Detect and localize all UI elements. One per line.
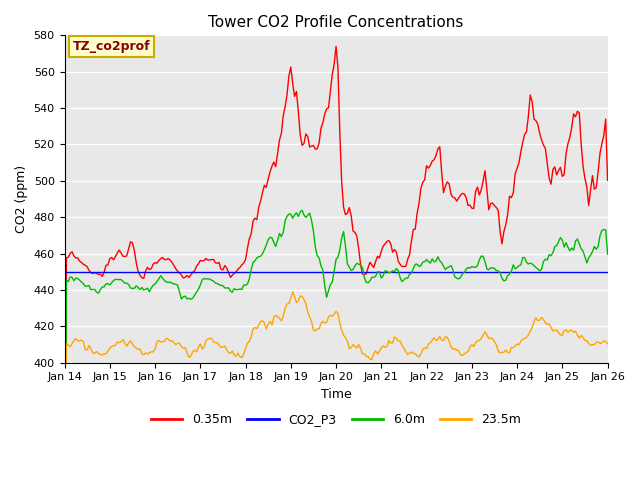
Legend: 0.35m, CO2_P3, 6.0m, 23.5m: 0.35m, CO2_P3, 6.0m, 23.5m: [146, 408, 526, 431]
Text: TZ_co2prof: TZ_co2prof: [73, 40, 150, 53]
Line: 6.0m: 6.0m: [65, 210, 607, 480]
X-axis label: Time: Time: [321, 388, 351, 401]
Title: Tower CO2 Profile Concentrations: Tower CO2 Profile Concentrations: [209, 15, 464, 30]
Line: 0.35m: 0.35m: [65, 47, 607, 480]
Line: 23.5m: 23.5m: [65, 292, 607, 480]
Y-axis label: CO2 (ppm): CO2 (ppm): [15, 165, 28, 233]
